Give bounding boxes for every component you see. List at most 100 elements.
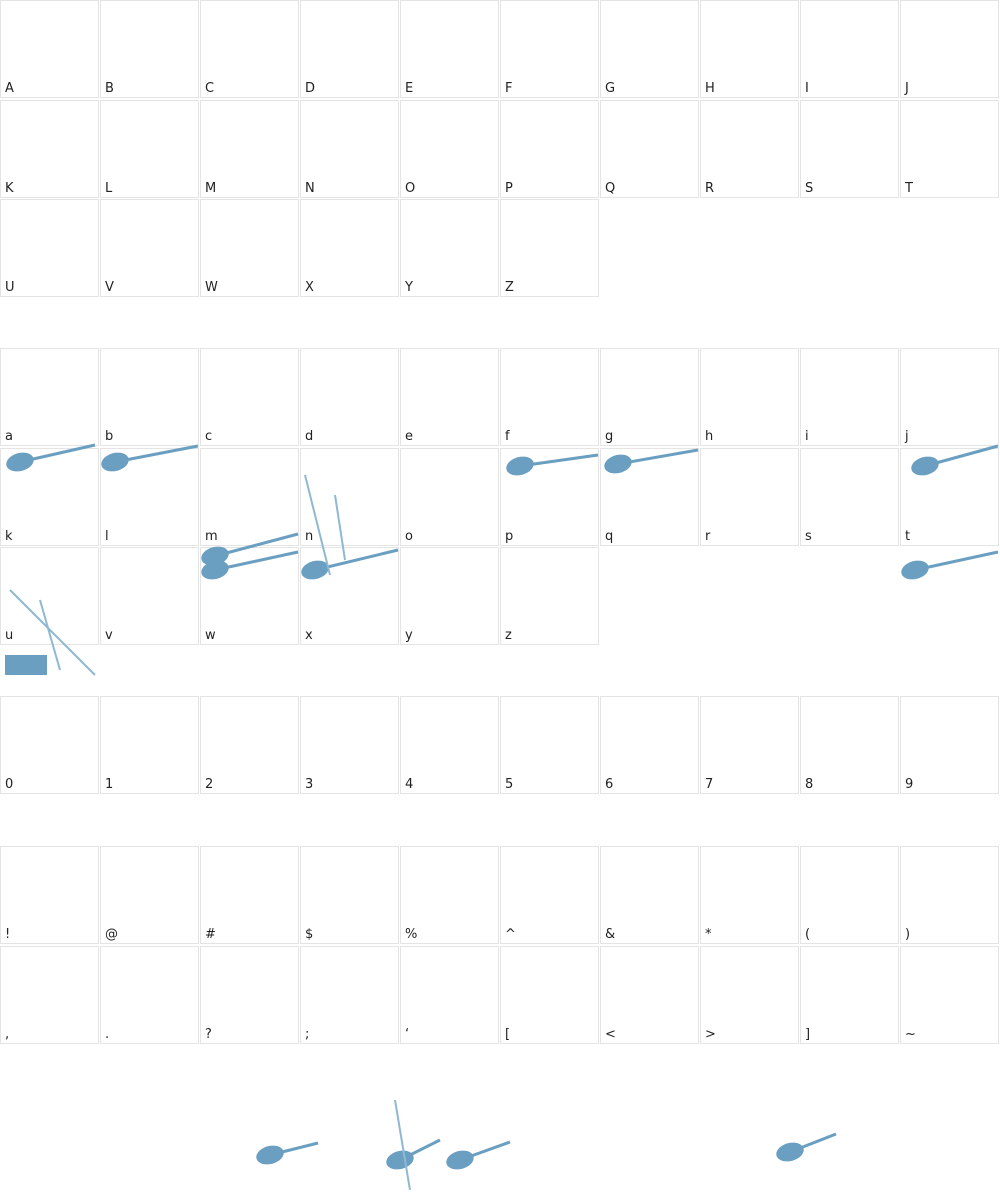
guitar-neck	[399, 1138, 441, 1162]
glyph-label: C	[205, 81, 215, 96]
glyph-cell: K	[0, 99, 99, 198]
glyph-label: I	[805, 81, 809, 96]
glyph-cell: 3	[300, 696, 399, 794]
glyph-label: $	[305, 927, 314, 942]
glyph-label: s	[805, 528, 812, 544]
glyph-cell: ?	[200, 945, 299, 1044]
glyph-cell: Z	[500, 199, 599, 297]
glyph-label: b	[105, 429, 114, 444]
splash-stroke	[9, 589, 96, 676]
glyph-cell: W	[200, 199, 299, 297]
glyph-cell: ;	[300, 945, 399, 1044]
glyph-label: 1	[105, 777, 114, 792]
glyph-label: g	[605, 429, 614, 444]
glyph-label: W	[205, 280, 218, 295]
glyph-label: *	[705, 927, 712, 942]
glyph-cell: e	[400, 348, 499, 446]
glyph-label: 5	[505, 777, 514, 792]
glyph-cell: d	[300, 348, 399, 446]
glyph-cell: n	[300, 447, 399, 546]
glyph-cell: ‘	[400, 945, 499, 1044]
guitar-neck	[19, 443, 96, 464]
glyph-cell: m	[200, 447, 299, 546]
glyph-label: D	[305, 81, 316, 96]
glyph-cell: ]	[800, 945, 899, 1044]
glyph-label: 6	[605, 777, 614, 792]
glyph-cell: (	[800, 846, 899, 944]
glyph-label: r	[705, 528, 711, 544]
splash-stroke	[394, 1099, 411, 1191]
glyph-label: e	[405, 429, 413, 444]
glyph-cell: V	[100, 199, 199, 297]
glyph-cell: E	[400, 0, 499, 98]
glyph-cell: T	[900, 99, 999, 198]
guitar-neck	[269, 1141, 319, 1157]
glyph-cell: 4	[400, 696, 499, 794]
glyph-label: ]	[805, 1026, 811, 1042]
glyph-label: %	[405, 927, 418, 942]
glyph-label: 2	[205, 777, 214, 792]
glyph-cell: I	[800, 0, 899, 98]
splash-stroke	[334, 494, 346, 561]
glyph-cell: y	[400, 547, 499, 645]
glyph-cell: o	[400, 447, 499, 546]
glyph-label: c	[205, 429, 213, 444]
glyph-cell: *	[700, 846, 799, 944]
glyph-label: ?	[205, 1026, 212, 1042]
guitar-neck	[924, 444, 999, 468]
glyph-label: n	[305, 528, 314, 544]
glyph-cell: <	[600, 945, 699, 1044]
glyph-label: 0	[5, 777, 14, 792]
glyph-label: Y	[405, 280, 413, 295]
glyph-label: U	[5, 280, 15, 295]
glyph-cell: &	[600, 846, 699, 944]
glyph-label: N	[305, 180, 315, 196]
splash-stroke	[304, 474, 331, 576]
glyph-label: 4	[405, 777, 414, 792]
glyph-label: Z	[505, 280, 514, 295]
glyph-cell: 2	[200, 696, 299, 794]
glyph-cell: 1	[100, 696, 199, 794]
glyph-label: 3	[305, 777, 314, 792]
glyph-label: ,	[5, 1026, 10, 1042]
glyph-label: d	[305, 429, 314, 444]
glyph-cell: 8	[800, 696, 899, 794]
glyph-cell: U	[0, 199, 99, 297]
glyph-cell: D	[300, 0, 399, 98]
glyph-label: X	[305, 280, 314, 295]
glyph-cell: >	[700, 945, 799, 1044]
glyph-label: A	[5, 81, 14, 96]
guitar-neck	[789, 1132, 837, 1154]
glyph-label: !	[5, 927, 11, 942]
glyph-label: Q	[605, 180, 616, 196]
glyph-label: [	[505, 1026, 511, 1042]
glyph-label: z	[505, 628, 512, 643]
splash-stroke	[39, 599, 61, 671]
glyph-cell: J	[900, 0, 999, 98]
glyph-cell: S	[800, 99, 899, 198]
glyph-cell: h	[700, 348, 799, 446]
glyph-cell: H	[700, 0, 799, 98]
glyph-cell: X	[300, 199, 399, 297]
glyph-label: o	[405, 528, 413, 544]
glyph-label: K	[5, 180, 14, 196]
glyph-cell: F	[500, 0, 599, 98]
glyph-label: G	[605, 81, 616, 96]
glyph-cell: r	[700, 447, 799, 546]
glyph-label: @	[105, 927, 118, 942]
glyph-label: L	[105, 180, 113, 196]
glyph-cell: P	[500, 99, 599, 198]
glyph-label: u	[5, 628, 14, 643]
glyph-label: q	[605, 528, 614, 544]
glyph-cell: R	[700, 99, 799, 198]
glyph-label: P	[505, 180, 513, 196]
glyph-cell: Y	[400, 199, 499, 297]
glyph-label: <	[605, 1026, 616, 1042]
glyph-cell: 7	[700, 696, 799, 794]
glyph-cell: b	[100, 348, 199, 446]
glyph-label: J	[905, 81, 909, 96]
glyph-label: #	[205, 927, 216, 942]
guitar-neck	[214, 532, 299, 558]
